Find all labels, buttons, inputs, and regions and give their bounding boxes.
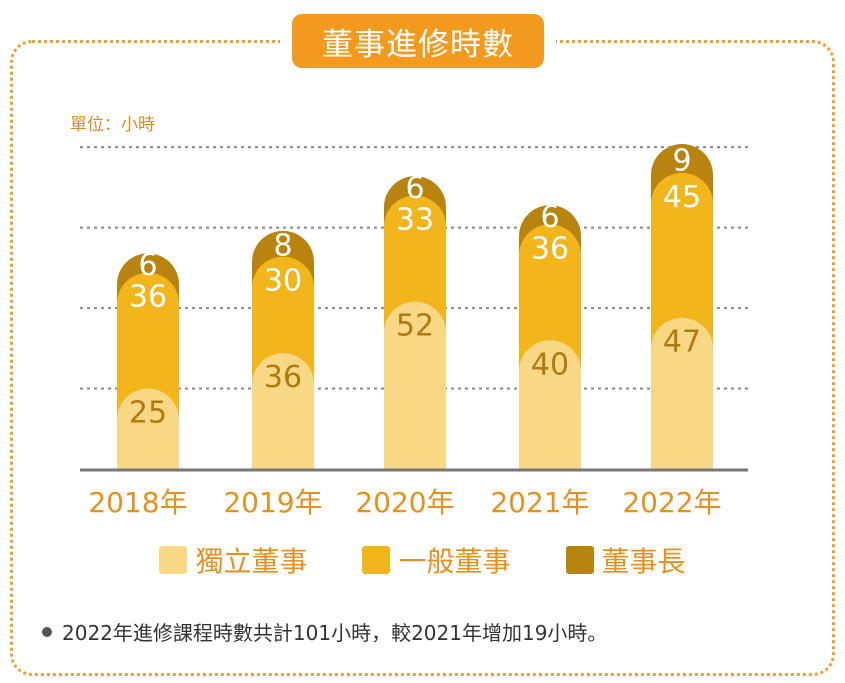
- data-label: 33: [396, 202, 434, 237]
- data-label: 6: [540, 200, 559, 235]
- data-label: 36: [129, 280, 167, 315]
- unit-label: 單位：小時: [70, 115, 155, 135]
- legend-item-independent: 獨立董事: [159, 540, 307, 580]
- bar-base-mask: [383, 469, 447, 506]
- data-label: 45: [663, 180, 701, 215]
- x-tick-label: 2021年: [490, 486, 589, 519]
- data-label: 8: [273, 229, 292, 264]
- legend-item-chairman: 董事長: [565, 540, 686, 580]
- bar-base-mask: [116, 469, 180, 506]
- bar-base-mask: [650, 469, 714, 506]
- data-label: 30: [264, 264, 302, 299]
- footnote: 2022年進修課程時數共計101小時，較2021年增加19小時。: [42, 617, 607, 646]
- x-tick-label: 2018年: [88, 486, 187, 519]
- data-label: 25: [129, 396, 167, 431]
- legend-swatch-general: [362, 546, 391, 574]
- legend-label-independent: 獨立董事: [195, 545, 308, 578]
- bar-segment: [252, 353, 314, 500]
- data-label: 6: [405, 171, 424, 206]
- chart-title: 董事進修時數: [292, 14, 544, 68]
- bar-base-mask: [518, 469, 582, 506]
- x-tick-label: 2022年: [622, 486, 721, 519]
- data-label: 47: [663, 325, 701, 360]
- data-label: 52: [396, 309, 434, 344]
- data-label: 36: [264, 360, 302, 395]
- legend-swatch-independent: [159, 546, 188, 574]
- bar-base-mask: [251, 469, 315, 506]
- legend-swatch-chairman: [565, 546, 594, 574]
- bar-segment: [651, 317, 713, 500]
- x-tick-label: 2020年: [355, 486, 454, 519]
- footnote-text: 2022年進修課程時數共計101小時，較2021年增加19小時。: [62, 621, 608, 645]
- data-label: 40: [531, 347, 569, 382]
- data-label: 9: [672, 143, 691, 178]
- bar-segment: [384, 301, 446, 500]
- x-tick-label: 2019年: [223, 486, 322, 519]
- data-label: 36: [531, 231, 569, 266]
- legend-label-general: 一般董事: [398, 545, 511, 578]
- data-label: 6: [138, 248, 157, 283]
- legend: 獨立董事 一般董事 董事長: [0, 540, 845, 580]
- legend-item-general: 一般董事: [362, 540, 511, 580]
- bar-segment: [519, 340, 581, 500]
- legend-label-chairman: 董事長: [601, 545, 686, 578]
- bullet-icon: [42, 626, 52, 637]
